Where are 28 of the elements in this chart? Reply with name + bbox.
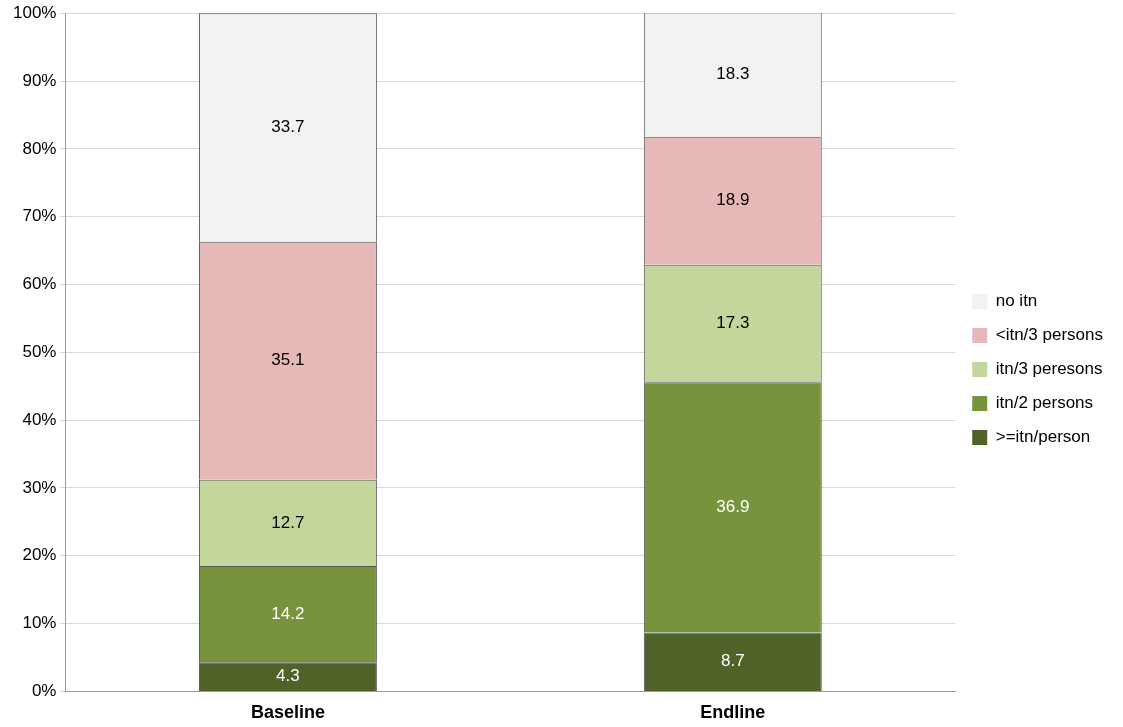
legend-label: >=itn/person bbox=[995, 427, 1091, 447]
y-tick-label: 0% bbox=[31, 681, 57, 701]
y-tick-label: 50% bbox=[22, 341, 57, 361]
data-label: 18.3 bbox=[716, 64, 750, 84]
y-tick-label: 30% bbox=[22, 477, 57, 497]
data-label: 36.9 bbox=[716, 496, 750, 516]
data-label: 4.3 bbox=[276, 666, 300, 686]
legend-label: no itn bbox=[995, 291, 1038, 311]
y-tick-label: 90% bbox=[22, 70, 57, 90]
y-tick-label: 80% bbox=[22, 138, 57, 158]
data-label: 33.7 bbox=[271, 117, 305, 137]
y-tick-label: 60% bbox=[22, 274, 57, 294]
y-tick-label: 40% bbox=[22, 409, 57, 429]
y-tick-label: 20% bbox=[22, 545, 57, 565]
x-tick-label: Endline bbox=[700, 702, 766, 723]
legend-label: itn/2 persons bbox=[995, 393, 1094, 413]
data-label: 18.9 bbox=[716, 190, 750, 210]
data-label: 17.3 bbox=[716, 313, 750, 333]
data-label: 14.2 bbox=[271, 603, 305, 623]
legend-label: <itn/3 persons bbox=[995, 325, 1103, 345]
x-tick-label: Baseline bbox=[250, 702, 325, 723]
y-tick-label: 10% bbox=[22, 613, 57, 633]
legend-label: itn/3 peresons bbox=[995, 359, 1103, 379]
y-tick-label: 100% bbox=[13, 2, 57, 22]
data-label: 8.7 bbox=[720, 651, 745, 671]
data-label: 12.7 bbox=[271, 512, 305, 532]
y-tick-label: 70% bbox=[22, 206, 57, 226]
data-label: 35.1 bbox=[271, 350, 305, 370]
